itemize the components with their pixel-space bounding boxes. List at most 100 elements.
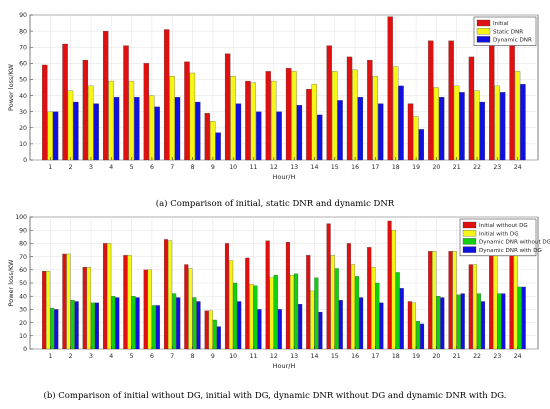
- x-tick-label: 19: [412, 353, 420, 360]
- bar: [346, 56, 353, 161]
- x-tick-label: 10: [229, 353, 237, 360]
- x-tick-label: 7: [170, 353, 174, 360]
- x-tick-label: 22: [473, 353, 481, 360]
- legend-label: Dynamic DNR with DG: [479, 248, 542, 254]
- x-tick-label: 16: [351, 164, 359, 171]
- y-tick-label: 70: [19, 254, 27, 261]
- bar: [273, 274, 278, 350]
- x-tick-label: 11: [250, 164, 258, 171]
- bar: [67, 90, 74, 161]
- bar: [367, 247, 372, 350]
- bar: [163, 29, 170, 161]
- bar: [438, 97, 445, 161]
- bar: [62, 253, 67, 350]
- bar: [212, 319, 217, 350]
- bar: [306, 255, 311, 350]
- bar: [195, 101, 201, 161]
- x-tick-label: 1: [48, 164, 52, 171]
- bar: [107, 243, 112, 350]
- bar: [204, 113, 210, 161]
- y-tick-label: 100: [15, 214, 27, 221]
- legend-swatch: [476, 19, 491, 27]
- bar: [311, 84, 317, 161]
- x-tick-label: 18: [392, 353, 400, 360]
- legend-swatch: [462, 238, 477, 245]
- bar: [289, 274, 295, 350]
- bar: [317, 114, 323, 161]
- x-tick-label: 24: [514, 164, 522, 171]
- bar: [379, 302, 384, 350]
- bar: [448, 40, 454, 161]
- bar: [418, 129, 425, 161]
- bar: [54, 309, 59, 350]
- x-tick-label: 22: [473, 164, 481, 171]
- bar: [103, 30, 109, 161]
- y-tick-label: 50: [19, 280, 27, 287]
- bar: [326, 45, 332, 161]
- bar: [215, 132, 221, 161]
- bar: [189, 72, 196, 161]
- legend: Initial without DG Initial with DG Dynamic…: [459, 218, 550, 257]
- x-axis-label: Hour/H: [273, 173, 296, 181]
- bar: [371, 267, 376, 350]
- bar: [337, 100, 343, 161]
- bar: [70, 300, 75, 350]
- bar: [269, 277, 274, 350]
- bar: [149, 95, 155, 161]
- bar: [62, 43, 68, 161]
- bar: [509, 32, 515, 161]
- bar: [210, 121, 216, 161]
- bar: [224, 243, 230, 350]
- bar: [399, 288, 404, 350]
- y-tick-label: 60: [19, 61, 27, 68]
- bar: [216, 326, 221, 350]
- caption-a: (a) Comparison of initial, static DNR an…: [156, 198, 395, 209]
- x-tick-label: 16: [351, 353, 359, 360]
- bar: [352, 69, 358, 161]
- x-tick-label: 17: [372, 164, 380, 171]
- bar: [271, 80, 277, 161]
- legend-swatch: [476, 36, 491, 43]
- bar: [359, 297, 364, 350]
- x-tick-label: 8: [191, 164, 195, 171]
- legend-swatch: [476, 28, 491, 35]
- x-tick-label: 15: [331, 164, 339, 171]
- bar: [82, 59, 89, 161]
- bar: [413, 116, 419, 161]
- bar: [285, 68, 292, 161]
- bar: [151, 305, 156, 350]
- x-tick-label: 18: [392, 164, 400, 171]
- bar: [357, 97, 364, 161]
- bar: [411, 302, 416, 350]
- x-tick-label: 3: [89, 164, 93, 171]
- bar: [346, 243, 351, 350]
- bar: [265, 240, 270, 350]
- y-tick-label: 40: [19, 93, 27, 100]
- bar: [334, 268, 339, 350]
- legend-label: Dynamic DNR without DG: [479, 240, 550, 246]
- y-tick-label: 20: [19, 125, 27, 132]
- bar: [296, 105, 303, 161]
- bar: [245, 80, 251, 161]
- x-tick-label: 12: [270, 164, 278, 171]
- y-axis-label: Power loss/KW: [7, 259, 15, 306]
- bar: [395, 272, 400, 350]
- bar: [415, 321, 421, 350]
- bar: [494, 85, 500, 161]
- legend-label: Initial with DG: [479, 231, 519, 237]
- x-tick-label: 6: [150, 353, 154, 360]
- x-tick-label: 20: [432, 353, 440, 360]
- bar: [521, 286, 526, 350]
- legend-label: Initial without DG: [479, 223, 528, 229]
- y-tick-label: 30: [19, 307, 27, 314]
- bar: [407, 103, 414, 161]
- y-tick-label: 10: [19, 333, 27, 340]
- bar: [367, 59, 373, 161]
- bar: [188, 268, 193, 350]
- bar: [154, 106, 160, 161]
- x-tick-label: 1: [48, 353, 52, 360]
- bar: [229, 260, 234, 350]
